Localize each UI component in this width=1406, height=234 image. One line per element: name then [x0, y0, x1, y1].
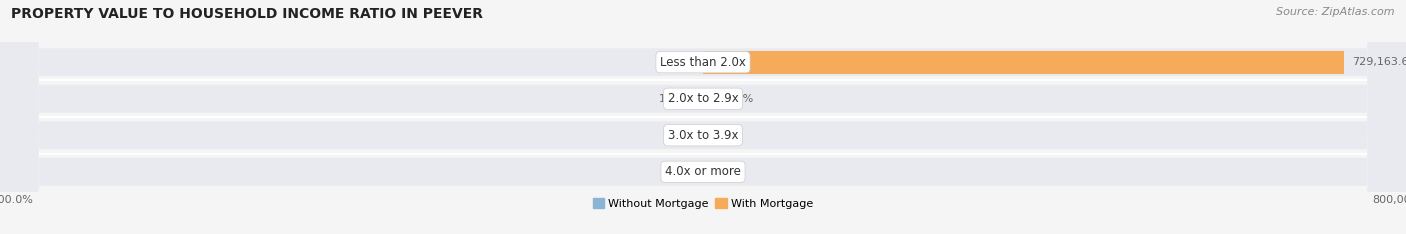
Text: 100.0%: 100.0% — [711, 94, 754, 104]
Text: 3.0x to 3.9x: 3.0x to 3.9x — [668, 129, 738, 142]
Text: 0.0%: 0.0% — [711, 130, 740, 140]
Text: 11.1%: 11.1% — [659, 94, 695, 104]
Text: Less than 2.0x: Less than 2.0x — [659, 56, 747, 69]
Legend: Without Mortgage, With Mortgage: Without Mortgage, With Mortgage — [588, 194, 818, 213]
Text: PROPERTY VALUE TO HOUSEHOLD INCOME RATIO IN PEEVER: PROPERTY VALUE TO HOUSEHOLD INCOME RATIO… — [11, 7, 484, 21]
Text: 0.0%: 0.0% — [711, 167, 740, 177]
Text: 0.0%: 0.0% — [666, 130, 695, 140]
Text: 2.0x to 2.9x: 2.0x to 2.9x — [668, 92, 738, 105]
Bar — [703, 51, 1344, 73]
Text: Source: ZipAtlas.com: Source: ZipAtlas.com — [1277, 7, 1395, 17]
Text: 5.6%: 5.6% — [666, 167, 695, 177]
Text: 83.3%: 83.3% — [659, 57, 695, 67]
Text: 729,163.6%: 729,163.6% — [1353, 57, 1406, 67]
Text: 4.0x or more: 4.0x or more — [665, 165, 741, 178]
